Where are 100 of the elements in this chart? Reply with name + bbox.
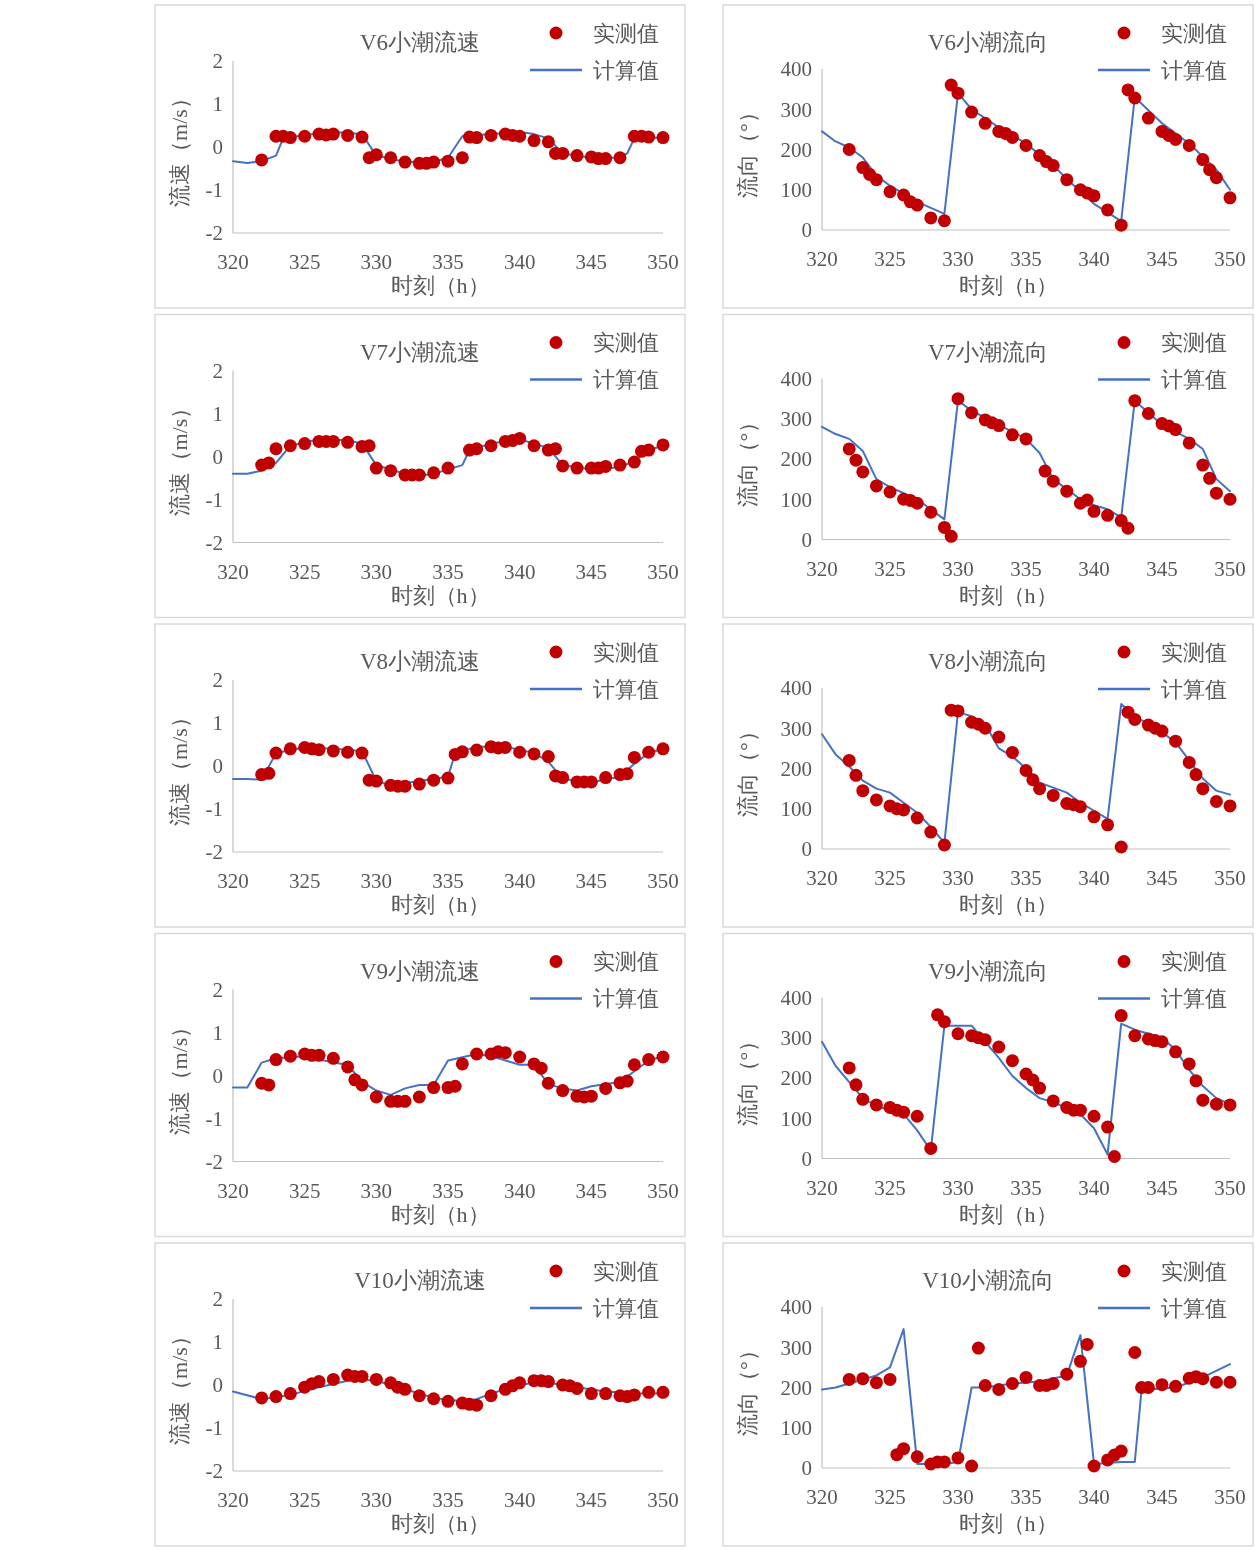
point xyxy=(1169,1045,1183,1059)
point xyxy=(613,151,627,165)
point xyxy=(455,745,469,759)
y-axis-title: 流向（°） xyxy=(735,720,760,817)
point xyxy=(412,777,426,791)
y-tick-label: 0 xyxy=(801,1456,812,1481)
point xyxy=(842,753,856,767)
point xyxy=(484,439,498,453)
point xyxy=(1005,1054,1019,1068)
point xyxy=(599,1081,613,1095)
x-tick-label: 350 xyxy=(1214,866,1246,890)
chart-title: V8小潮流速 xyxy=(359,649,481,674)
x-tick-label: 335 xyxy=(1010,1175,1042,1200)
point xyxy=(937,520,951,534)
point xyxy=(1005,745,1019,759)
point xyxy=(1196,1372,1210,1386)
point xyxy=(355,1078,369,1092)
point xyxy=(869,173,883,187)
point xyxy=(255,153,269,167)
point xyxy=(298,129,312,143)
y-tick-label: -1 xyxy=(205,1106,223,1131)
x-tick-label: 320 xyxy=(217,1488,249,1512)
point xyxy=(965,1459,979,1473)
x-tick-label: 335 xyxy=(1010,866,1042,890)
point xyxy=(992,419,1006,433)
point xyxy=(534,1061,548,1075)
point xyxy=(897,803,911,817)
point xyxy=(978,721,992,735)
point xyxy=(556,459,570,473)
x-tick-label: 320 xyxy=(806,1175,838,1200)
x-tick-label: 325 xyxy=(874,1175,906,1200)
y-tick-label: -2 xyxy=(205,840,223,865)
point xyxy=(869,1376,883,1390)
point xyxy=(656,1385,670,1399)
x-tick-label: 340 xyxy=(503,559,536,584)
point xyxy=(642,130,656,144)
x-tick-label: 335 xyxy=(1010,556,1042,581)
legend-label: 实测值 xyxy=(1161,20,1227,46)
point xyxy=(656,1050,670,1064)
point xyxy=(627,1388,641,1402)
point xyxy=(341,745,355,759)
x-tick-label: 325 xyxy=(874,247,906,271)
point xyxy=(1128,712,1142,726)
x-tick-label: 335 xyxy=(432,1178,464,1203)
point xyxy=(656,438,670,452)
point xyxy=(1005,428,1019,442)
point xyxy=(283,1049,297,1063)
x-tick-label: 340 xyxy=(1078,866,1110,890)
point xyxy=(978,1378,992,1392)
y-tick-label: 2 xyxy=(212,49,223,74)
point xyxy=(1046,474,1060,488)
point xyxy=(484,128,498,142)
point xyxy=(1060,484,1074,498)
point xyxy=(1196,458,1210,472)
point xyxy=(1033,1081,1047,1095)
point xyxy=(341,435,355,449)
x-tick-label: 320 xyxy=(217,250,249,274)
legend-label: 计算值 xyxy=(593,986,659,1012)
y-axis-title: 流速（m/s） xyxy=(167,87,192,207)
point xyxy=(971,1341,985,1355)
point xyxy=(541,1375,555,1389)
point xyxy=(1209,1097,1223,1111)
point xyxy=(992,1040,1006,1054)
x-tick-label: 350 xyxy=(647,250,679,274)
x-tick-label: 345 xyxy=(1146,866,1178,890)
point xyxy=(1005,130,1019,144)
x-tick-label: 350 xyxy=(1214,1485,1246,1509)
point xyxy=(992,730,1006,744)
x-tick-label: 345 xyxy=(575,1488,608,1512)
x-tick-label: 325 xyxy=(874,866,906,890)
x-tick-label: 330 xyxy=(942,866,974,890)
point xyxy=(541,1076,555,1090)
point xyxy=(849,453,863,467)
point xyxy=(1087,810,1101,824)
point xyxy=(398,155,412,169)
point xyxy=(455,1057,469,1071)
point xyxy=(541,135,555,149)
x-tick-label: 320 xyxy=(217,869,249,893)
x-tick-label: 335 xyxy=(432,559,464,584)
x-tick-label: 335 xyxy=(1010,1485,1042,1509)
point xyxy=(1114,218,1128,232)
point xyxy=(470,1398,484,1412)
x-tick-label: 350 xyxy=(647,1178,679,1203)
point xyxy=(978,1033,992,1047)
y-tick-label: 100 xyxy=(780,1416,812,1441)
legend-label: 实测值 xyxy=(1161,949,1227,975)
y-axis-title: 流速（m/s） xyxy=(167,396,192,517)
y-tick-label: 400 xyxy=(780,985,812,1010)
y-tick-label: -1 xyxy=(205,178,223,203)
chart-title: V8小潮流向 xyxy=(927,649,1049,674)
point xyxy=(937,1015,951,1029)
point xyxy=(262,456,276,470)
point xyxy=(856,1092,870,1106)
y-tick-label: 400 xyxy=(780,1295,812,1320)
point xyxy=(312,1375,326,1389)
point xyxy=(1182,436,1196,450)
y-tick-label: 400 xyxy=(780,676,812,701)
point xyxy=(627,455,641,469)
point xyxy=(1073,800,1087,814)
point xyxy=(910,496,924,510)
